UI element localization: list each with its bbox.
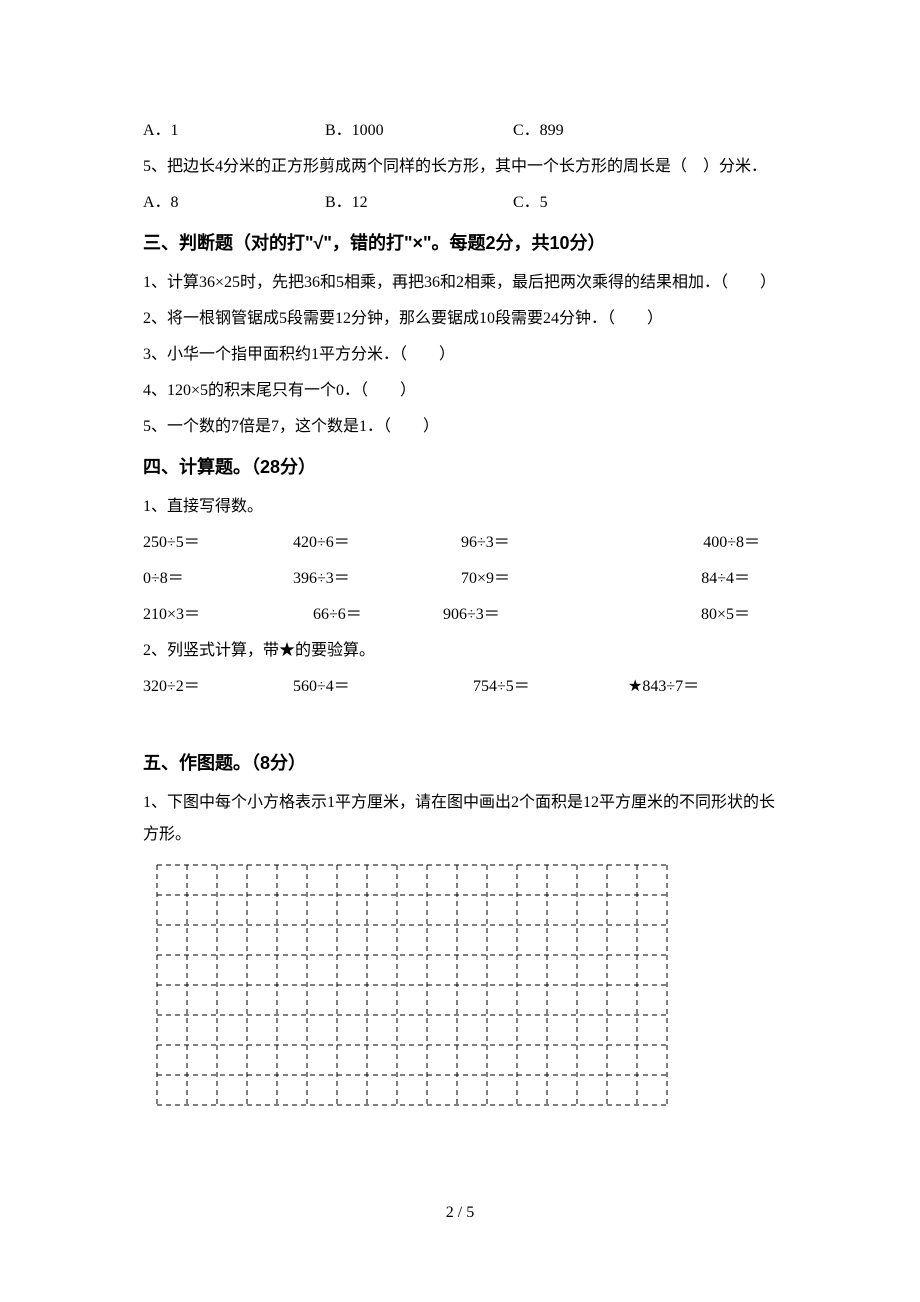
vcalc-c1: 320÷2＝ <box>143 671 293 703</box>
q4-choice-a: A．1 <box>143 115 325 147</box>
section5-header: 五、作图题。（8分） <box>143 745 780 781</box>
calc-r2-c4: 84÷4＝ <box>636 563 780 595</box>
page-number: 2 / 5 <box>0 1204 920 1222</box>
calc-row-1: 250÷5＝ 420÷6＝ 96÷3＝ 400÷8＝ <box>143 527 780 559</box>
dashed-grid <box>155 863 669 1107</box>
s3-q1: 1、计算36×25时，先把36和5相乘，再把36和2相乘，最后把两次乘得的结果相… <box>143 267 780 299</box>
q5-choice-a: A．8 <box>143 187 325 219</box>
calc-row-2: 0÷8＝ 396÷3＝ 70×9＝ 84÷4＝ <box>143 563 780 595</box>
calc-r3-c1: 210×3＝ <box>143 599 293 631</box>
calc-r1-c4: 400÷8＝ <box>636 527 780 559</box>
calc-r1-c3: 96÷3＝ <box>461 527 636 559</box>
q5-text: 5、把边长4分米的正方形剪成两个同样的长方形，其中一个长方形的周长是（ ）分米． <box>143 151 780 183</box>
calc-r2-c3: 70×9＝ <box>461 563 636 595</box>
section3-header: 三、判断题（对的打"√"，错的打"×"。每题2分，共10分） <box>143 225 780 261</box>
calc-r3-c3: 906÷3＝ <box>443 599 618 631</box>
calc-r1-c1: 250÷5＝ <box>143 527 293 559</box>
s4-q1-title: 1、直接写得数。 <box>143 491 780 523</box>
grid-figure <box>155 863 780 1107</box>
calc-row-3: 210×3＝ 66÷6＝ 906÷3＝ 80×5＝ <box>143 599 780 631</box>
s3-q3: 3、小华一个指甲面积约1平方分米．（ ） <box>143 339 780 371</box>
calc-r1-c2: 420÷6＝ <box>293 527 461 559</box>
s5-q1: 1、下图中每个小方格表示1平方厘米，请在图中画出2个面积是12平方厘米的不同形状… <box>143 787 780 851</box>
q5-choice-c: C．5 <box>513 187 780 219</box>
s3-q2: 2、将一根钢管锯成5段需要12分钟，那么要锯成10段需要24分钟．（ ） <box>143 303 780 335</box>
page-content: A．1 B．1000 C．899 5、把边长4分米的正方形剪成两个同样的长方形，… <box>0 0 920 1107</box>
calc-r3-c4: 80×5＝ <box>618 599 780 631</box>
section4-header: 四、计算题。（28分） <box>143 449 780 485</box>
q4-choice-c: C．899 <box>513 115 780 147</box>
calc-r3-c2: 66÷6＝ <box>293 599 443 631</box>
q5-choice-b: B．12 <box>325 187 513 219</box>
calc-r2-c1: 0÷8＝ <box>143 563 293 595</box>
q4-choice-b: B．1000 <box>325 115 513 147</box>
s3-q4: 4、120×5的积末尾只有一个0．（ ） <box>143 375 780 407</box>
vcalc-row: 320÷2＝ 560÷4＝ 754÷5＝ ★843÷7＝ <box>143 671 780 703</box>
s4-q2-title: 2、列竖式计算，带★的要验算。 <box>143 635 780 667</box>
vcalc-c2: 560÷4＝ <box>293 671 473 703</box>
vcalc-c3: 754÷5＝ <box>473 671 628 703</box>
s3-q5: 5、一个数的7倍是7，这个数是1．（ ） <box>143 411 780 443</box>
q4-choices: A．1 B．1000 C．899 <box>143 115 780 147</box>
calc-r2-c2: 396÷3＝ <box>293 563 461 595</box>
spacer <box>143 707 780 739</box>
vcalc-c4: ★843÷7＝ <box>628 671 780 703</box>
q5-choices: A．8 B．12 C．5 <box>143 187 780 219</box>
